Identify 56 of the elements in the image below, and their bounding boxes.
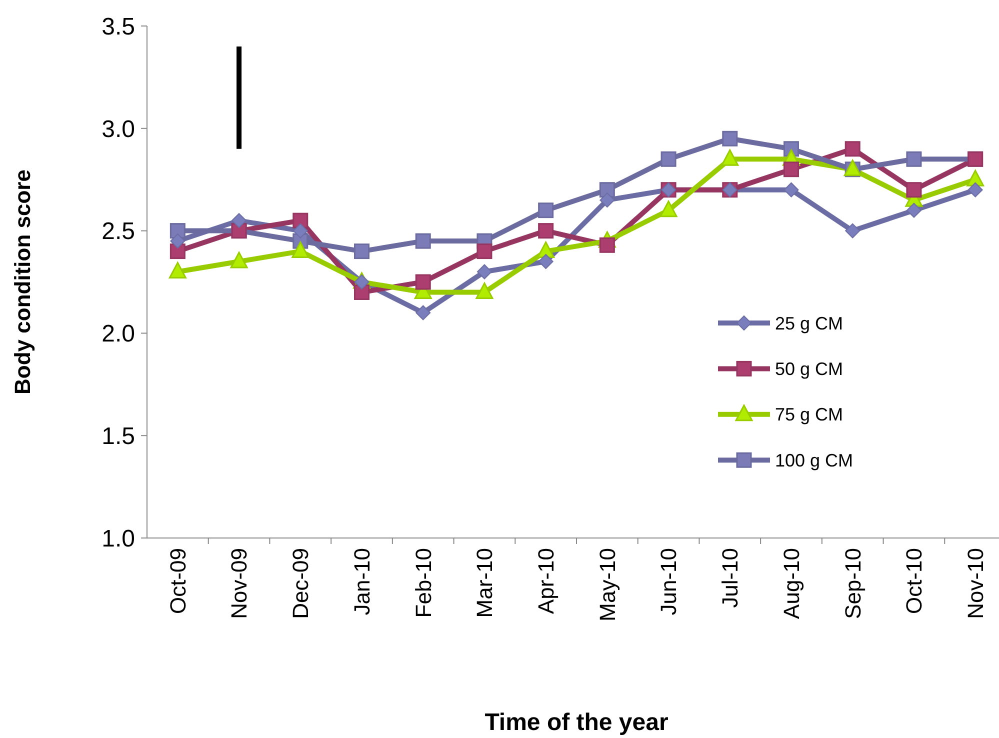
point bbox=[906, 151, 922, 167]
legend-label: 100 g CM bbox=[775, 450, 854, 470]
point bbox=[660, 200, 678, 218]
x-tick-label: Jan-10 bbox=[349, 548, 374, 616]
point bbox=[784, 182, 799, 198]
point bbox=[600, 192, 615, 208]
point bbox=[476, 282, 494, 299]
point bbox=[416, 305, 431, 320]
x-tick-label: Nov-09 bbox=[226, 548, 252, 619]
point bbox=[415, 274, 431, 290]
point bbox=[232, 213, 247, 228]
x-axis-title: Time of the year bbox=[484, 709, 668, 736]
point bbox=[476, 244, 492, 260]
point bbox=[968, 182, 983, 198]
x-tick-label: Mar-10 bbox=[472, 548, 498, 618]
point bbox=[354, 274, 370, 290]
point bbox=[844, 141, 860, 157]
legend-label: 50 g CM bbox=[775, 359, 844, 379]
point bbox=[599, 237, 615, 253]
y-tick-label: 2.0 bbox=[102, 320, 135, 348]
point bbox=[170, 234, 186, 249]
x-tick-label: Dec-09 bbox=[288, 548, 314, 619]
y-axis-title: Body condition score bbox=[10, 170, 35, 394]
x-tick-label: Oct-10 bbox=[902, 548, 927, 614]
point bbox=[538, 223, 554, 239]
point bbox=[538, 202, 554, 218]
legend-label: 75 g CM bbox=[775, 404, 844, 425]
point bbox=[354, 244, 370, 260]
point bbox=[168, 262, 186, 279]
point bbox=[538, 254, 554, 270]
x-tick-label: Oct-09 bbox=[165, 548, 190, 614]
y-tick-label: 2.5 bbox=[102, 218, 135, 246]
x-tick-label: Sep-10 bbox=[840, 548, 866, 619]
x-tick-label: Apr-10 bbox=[534, 548, 559, 614]
y-tick-label: 1.5 bbox=[102, 423, 135, 450]
point bbox=[415, 233, 431, 249]
point bbox=[292, 242, 310, 258]
point bbox=[476, 264, 492, 280]
x-tick-label: Jul-10 bbox=[718, 548, 743, 608]
point bbox=[230, 252, 248, 268]
y-tick-label: 3.5 bbox=[102, 13, 135, 40]
x-tick-label: Jun-10 bbox=[656, 548, 682, 616]
y-tick-label: 3.0 bbox=[102, 116, 135, 143]
x-tick-label: May-10 bbox=[594, 548, 620, 622]
legend-label: 25 g CM bbox=[775, 313, 844, 334]
y-tick-label: 1.0 bbox=[102, 525, 135, 552]
point bbox=[660, 151, 676, 167]
x-tick-label: Nov-10 bbox=[963, 548, 988, 619]
x-tick-label: Feb-10 bbox=[410, 548, 436, 618]
point bbox=[784, 162, 799, 178]
point bbox=[906, 182, 922, 198]
point bbox=[906, 202, 922, 218]
point bbox=[292, 223, 308, 238]
x-tick-label: Aug-10 bbox=[778, 548, 804, 619]
point bbox=[722, 130, 738, 146]
point bbox=[845, 223, 860, 238]
